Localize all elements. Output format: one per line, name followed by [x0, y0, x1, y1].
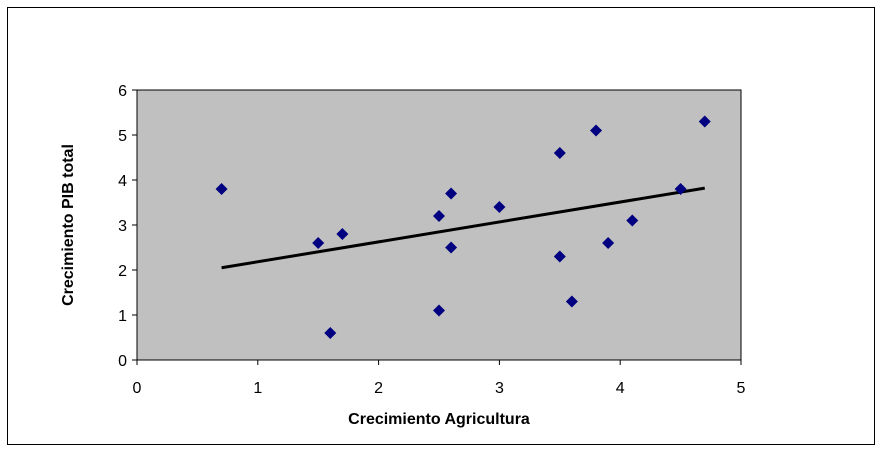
y-axis-title: Crecimiento PIB total — [60, 144, 77, 306]
x-tick-label: 5 — [737, 380, 746, 397]
y-tick-label: 0 — [118, 353, 127, 370]
y-tick-label: 4 — [118, 173, 127, 190]
data-point — [590, 124, 603, 137]
data-point — [626, 214, 639, 227]
x-tick-label: 3 — [495, 380, 504, 397]
x-tick-label: 2 — [374, 380, 383, 397]
y-tick-label: 1 — [118, 308, 127, 325]
y-tick-label: 3 — [118, 218, 127, 235]
data-point — [433, 304, 445, 317]
y-tick-label: 5 — [118, 128, 127, 145]
data-point — [493, 201, 506, 213]
plot-area — [136, 89, 742, 361]
data-point — [698, 115, 711, 128]
data-point — [324, 327, 337, 339]
x-tick-label: 1 — [253, 380, 262, 397]
points-layer — [215, 115, 711, 339]
x-axis-title: Crecimiento Agricultura — [348, 411, 530, 428]
data-point — [312, 237, 325, 249]
data-point — [445, 241, 458, 254]
data-point — [674, 183, 687, 195]
trendline — [221, 186, 706, 270]
data-point — [433, 210, 445, 222]
data-point — [602, 237, 615, 249]
data-point — [215, 183, 228, 195]
data-point — [553, 147, 566, 159]
data-point — [336, 228, 349, 240]
data-point — [565, 295, 578, 308]
data-point — [553, 250, 566, 263]
trendline-layer — [221, 186, 706, 270]
x-tick-label: 0 — [133, 380, 142, 397]
y-tick-label: 2 — [118, 263, 127, 280]
x-axis: 0 1 2 3 4 5 — [133, 360, 746, 397]
y-tick-label: 6 — [118, 83, 127, 100]
data-point — [445, 187, 458, 200]
y-axis: 0 1 2 3 4 5 6 — [118, 83, 137, 370]
x-tick-label: 4 — [616, 380, 625, 397]
